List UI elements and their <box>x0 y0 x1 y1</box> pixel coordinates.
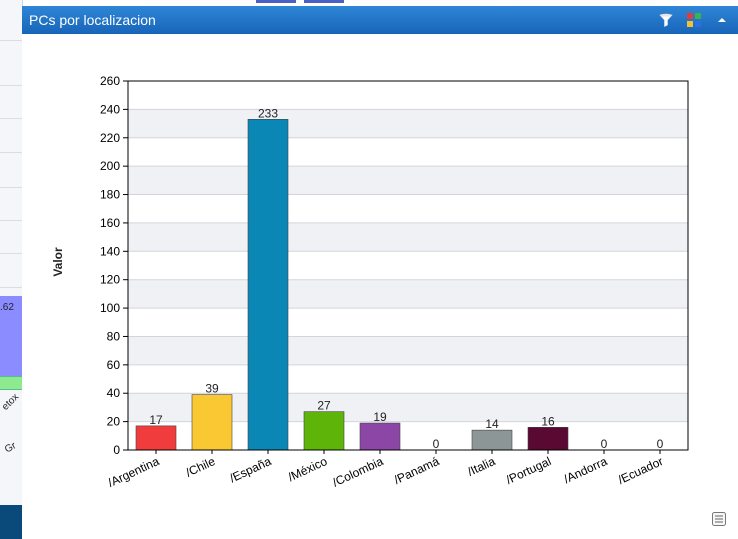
x-tick-label: /México <box>286 454 330 484</box>
axes <box>127 80 689 451</box>
bar[interactable] <box>135 425 177 451</box>
bar[interactable] <box>359 422 401 451</box>
data-label: 0 <box>601 437 608 451</box>
y-tick-label: 140 <box>100 244 120 258</box>
y-tick-labels: 0 20 40 60 80 100 120 140 160 180 200 220 240 260 <box>100 74 128 457</box>
plot-band <box>128 109 688 138</box>
y-axis-label: Valor <box>51 247 65 277</box>
data-label: 233 <box>258 106 278 120</box>
data-labels: 17 39 233 27 19 0 14 16 0 0 <box>149 106 663 451</box>
y-tick-label: 160 <box>100 216 120 230</box>
filter-icon[interactable] <box>658 12 674 28</box>
x-tick-label: /Panamá <box>392 454 442 487</box>
data-label: 0 <box>657 437 664 451</box>
x-tick-labels: /Argentina/Chile/España/México/Colombia /… <box>106 450 665 490</box>
y-tick-label: 100 <box>100 301 120 315</box>
x-tick-label: /Portugal <box>504 454 553 487</box>
x-tick-label: /Italia <box>465 454 497 479</box>
panel-title: PCs por localizacion <box>29 12 156 28</box>
background-fragment: .62 <box>0 302 14 313</box>
bar[interactable] <box>303 411 345 451</box>
bar[interactable] <box>191 394 233 451</box>
y-tick-label: 240 <box>100 102 120 116</box>
x-tick-label: /Chile <box>184 454 218 480</box>
data-label: 27 <box>317 399 331 413</box>
color-palette-icon[interactable] <box>686 12 702 28</box>
data-label: 39 <box>205 382 219 396</box>
bar[interactable] <box>471 429 513 451</box>
bar[interactable] <box>247 119 289 451</box>
background-bar-green <box>0 376 22 390</box>
list-icon[interactable] <box>711 511 727 527</box>
y-tick-label: 20 <box>107 415 121 429</box>
plot-band <box>128 166 688 195</box>
x-tick-label: /España <box>227 454 273 485</box>
background-fragment: Gr <box>3 440 19 456</box>
plot-band <box>128 222 688 252</box>
background-fragment: etox <box>0 391 22 413</box>
background-bar-blue <box>0 296 22 376</box>
plot-band <box>128 336 688 365</box>
y-tick-label: 200 <box>100 159 120 173</box>
y-tick-label: 180 <box>100 188 120 202</box>
y-tick-label: 0 <box>113 443 120 457</box>
bar[interactable] <box>527 426 569 451</box>
adjacent-window-strip: .62 etox Gr <box>0 0 23 539</box>
x-tick-label: /Argentina <box>106 454 162 490</box>
plot-band <box>128 279 688 309</box>
plot-band <box>128 308 688 337</box>
y-tick-label: 120 <box>100 273 120 287</box>
plot-band <box>128 364 688 394</box>
chart-panel: PCs por localizacion <box>22 6 738 539</box>
y-tick-label: 260 <box>100 74 120 88</box>
y-tick-label: 60 <box>107 358 121 372</box>
background-bottom-bar <box>0 505 22 539</box>
y-tick-label: 40 <box>107 386 121 400</box>
y-tick-label: 220 <box>100 131 120 145</box>
background-top-fragment <box>250 0 350 4</box>
collapse-arrow-icon[interactable] <box>714 12 730 28</box>
x-tick-label: /Andorra <box>562 454 610 486</box>
data-label: 0 <box>433 437 440 451</box>
bars <box>135 119 569 451</box>
plot-band <box>128 81 688 110</box>
data-label: 19 <box>373 410 387 424</box>
plot-band <box>128 194 688 223</box>
plot-band <box>128 251 688 280</box>
data-label: 14 <box>485 417 499 431</box>
x-tick-label: /Colombia <box>330 454 385 490</box>
plot-band <box>128 137 688 167</box>
y-tick-label: 80 <box>107 329 121 343</box>
plot-frame <box>127 80 689 451</box>
data-label: 16 <box>541 414 555 428</box>
panel-header: PCs por localizacion <box>22 6 738 34</box>
x-tick-label: /Ecuador <box>616 454 665 487</box>
data-label: 17 <box>149 413 163 427</box>
